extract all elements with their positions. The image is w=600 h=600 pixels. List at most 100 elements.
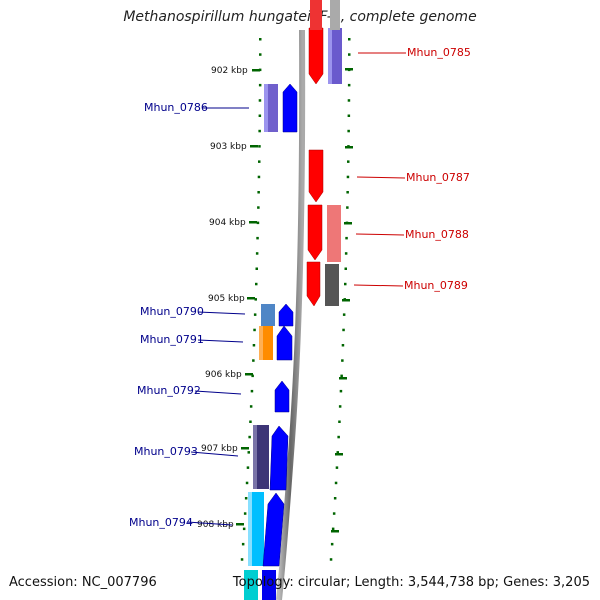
minor-tick-dot [252,359,255,362]
minor-tick-dot [336,451,339,454]
kbp-tick-label: 904 kbp [209,218,246,228]
kbp-tick-mark [241,447,249,450]
minor-tick-dot [247,451,250,454]
cds-arrow-mhun-0794[interactable] [262,492,285,567]
gene-label-mhun-0790[interactable]: Mhun_0790 [140,305,204,318]
minor-tick-dot [255,252,259,255]
minor-tick-dot [241,542,245,546]
kbp-axis: 902 kbp 903 kbp 904 kbp 905 kbp 906 kbp … [197,66,260,530]
minor-tick-dot [256,236,259,240]
minor-tick-dot [341,344,345,347]
minor-tick-dot [335,466,339,469]
minor-tick-dot [240,558,244,561]
minor-tick-dot [257,175,261,179]
cds-arrow-mhun-0791[interactable] [276,325,293,361]
minor-tick-dot [346,191,349,194]
minor-tick-dot [344,252,348,255]
genome-backbone [276,29,306,600]
minor-tick-dot [347,99,351,102]
gene-label-mhun-0792[interactable]: Mhun_0792 [137,384,201,397]
cds-arrow-mhun-0789[interactable] [306,261,321,307]
minor-tick-dot [347,83,351,87]
right-major-ticks [331,68,353,533]
minor-tick-dot [331,527,335,531]
minor-tick-dot [251,374,254,378]
minor-tick-dot [333,497,337,500]
gene-block-mhun-0790[interactable] [261,304,275,326]
minor-tick-dot [259,38,262,41]
kbp-tick-label: 906 kbp [205,370,242,380]
minor-tick-dot [249,405,253,408]
gene-label-mhun-0793[interactable]: Mhun_0793 [134,445,198,458]
gene-label-mhun-0788[interactable]: Mhun_0788 [405,228,469,241]
kbp-tick-label: 907 kbp [201,444,238,454]
gene-block-mhun-0789[interactable] [325,264,339,306]
minor-tick-dot [253,328,256,332]
forward-strand-features [244,83,298,600]
cds-arrow-mhun-0790[interactable] [278,303,294,327]
kbp-tick-mark [250,145,258,148]
cds-arrow-mhun-0792[interactable] [274,380,290,413]
gene-label-mhun-0787[interactable]: Mhun_0787 [406,171,470,184]
kbp-tick-label: 905 kbp [208,294,245,304]
minor-tick-dot [245,481,249,485]
kbp-tick-label: 908 kbp [197,520,234,530]
minor-tick-dot [329,558,333,561]
minor-tick-dot [347,160,350,163]
minor-tick-dot [253,313,257,316]
left-tick-dots [240,38,262,561]
kbp-tick-mark [247,297,255,300]
minor-tick-dot [330,542,334,546]
cds-arrow-mhun-0787[interactable] [308,149,324,203]
minor-tick-dot [344,282,347,286]
minor-tick-dot [244,497,248,500]
gene-label-mhun-0789[interactable]: Mhun_0789 [404,279,468,292]
cds-arrow-mhun-0786[interactable] [282,83,298,133]
minor-tick-dot [255,282,258,286]
minor-tick-dot [334,481,338,485]
minor-tick-dot [342,328,345,332]
minor-tick-dot [259,53,262,56]
minor-tick-dot [243,512,247,515]
minor-tick-dot [258,83,262,87]
minor-tick-dot [258,68,262,72]
minor-tick-dot [348,53,351,56]
kbp-tick-mark [245,373,253,376]
cds-arrow-mhun-0785[interactable] [308,27,324,85]
kbp-tick-label: 903 kbp [210,142,247,152]
minor-tick-dot [338,405,342,408]
minor-tick-dot [344,267,347,270]
kbp-tick-label: 902 kbp [211,66,248,76]
minor-tick-dot [346,175,350,179]
minor-tick-dot [337,435,340,439]
label-leaders [186,52,406,526]
gene-label-mhun-0794[interactable]: Mhun_0794 [129,516,193,529]
minor-tick-dot [258,160,261,163]
cds-arrow-mhun-0793[interactable] [269,425,289,491]
gene-label-mhun-0786[interactable]: Mhun_0786 [144,101,208,114]
gene-block-mhun-0788[interactable] [327,205,341,262]
minor-tick-dot [258,99,262,102]
minor-tick-dot [347,129,350,133]
minor-tick-dot [246,466,250,469]
minor-tick-dot [339,389,343,393]
kbp-tick-mark [236,523,244,526]
gene-label-mhun-0791[interactable]: Mhun_0791 [140,333,204,346]
minor-tick-dot [338,420,341,423]
reverse-strand-features [306,0,342,307]
gene-label-mhun-0785[interactable]: Mhun_0785 [407,46,471,59]
gene-labels: Mhun_0785 Mhun_0786 Mhun_0787 Mhun_0788 … [129,46,471,529]
minor-tick-dot [347,114,351,117]
minor-tick-dot [254,298,257,301]
cds-arrow-mhun-0788[interactable] [307,204,323,261]
map-title: Methanospirillum hungatei JF-1, complete… [123,9,477,25]
kbp-tick-mark [249,221,257,224]
minor-tick-dot [341,359,344,362]
minor-tick-dot [345,236,348,240]
minor-tick-dot [248,435,251,439]
minor-tick-dot [348,38,351,41]
accession-text: Accession: NC_007796 [9,575,157,590]
kbp-tick-mark [252,69,260,72]
